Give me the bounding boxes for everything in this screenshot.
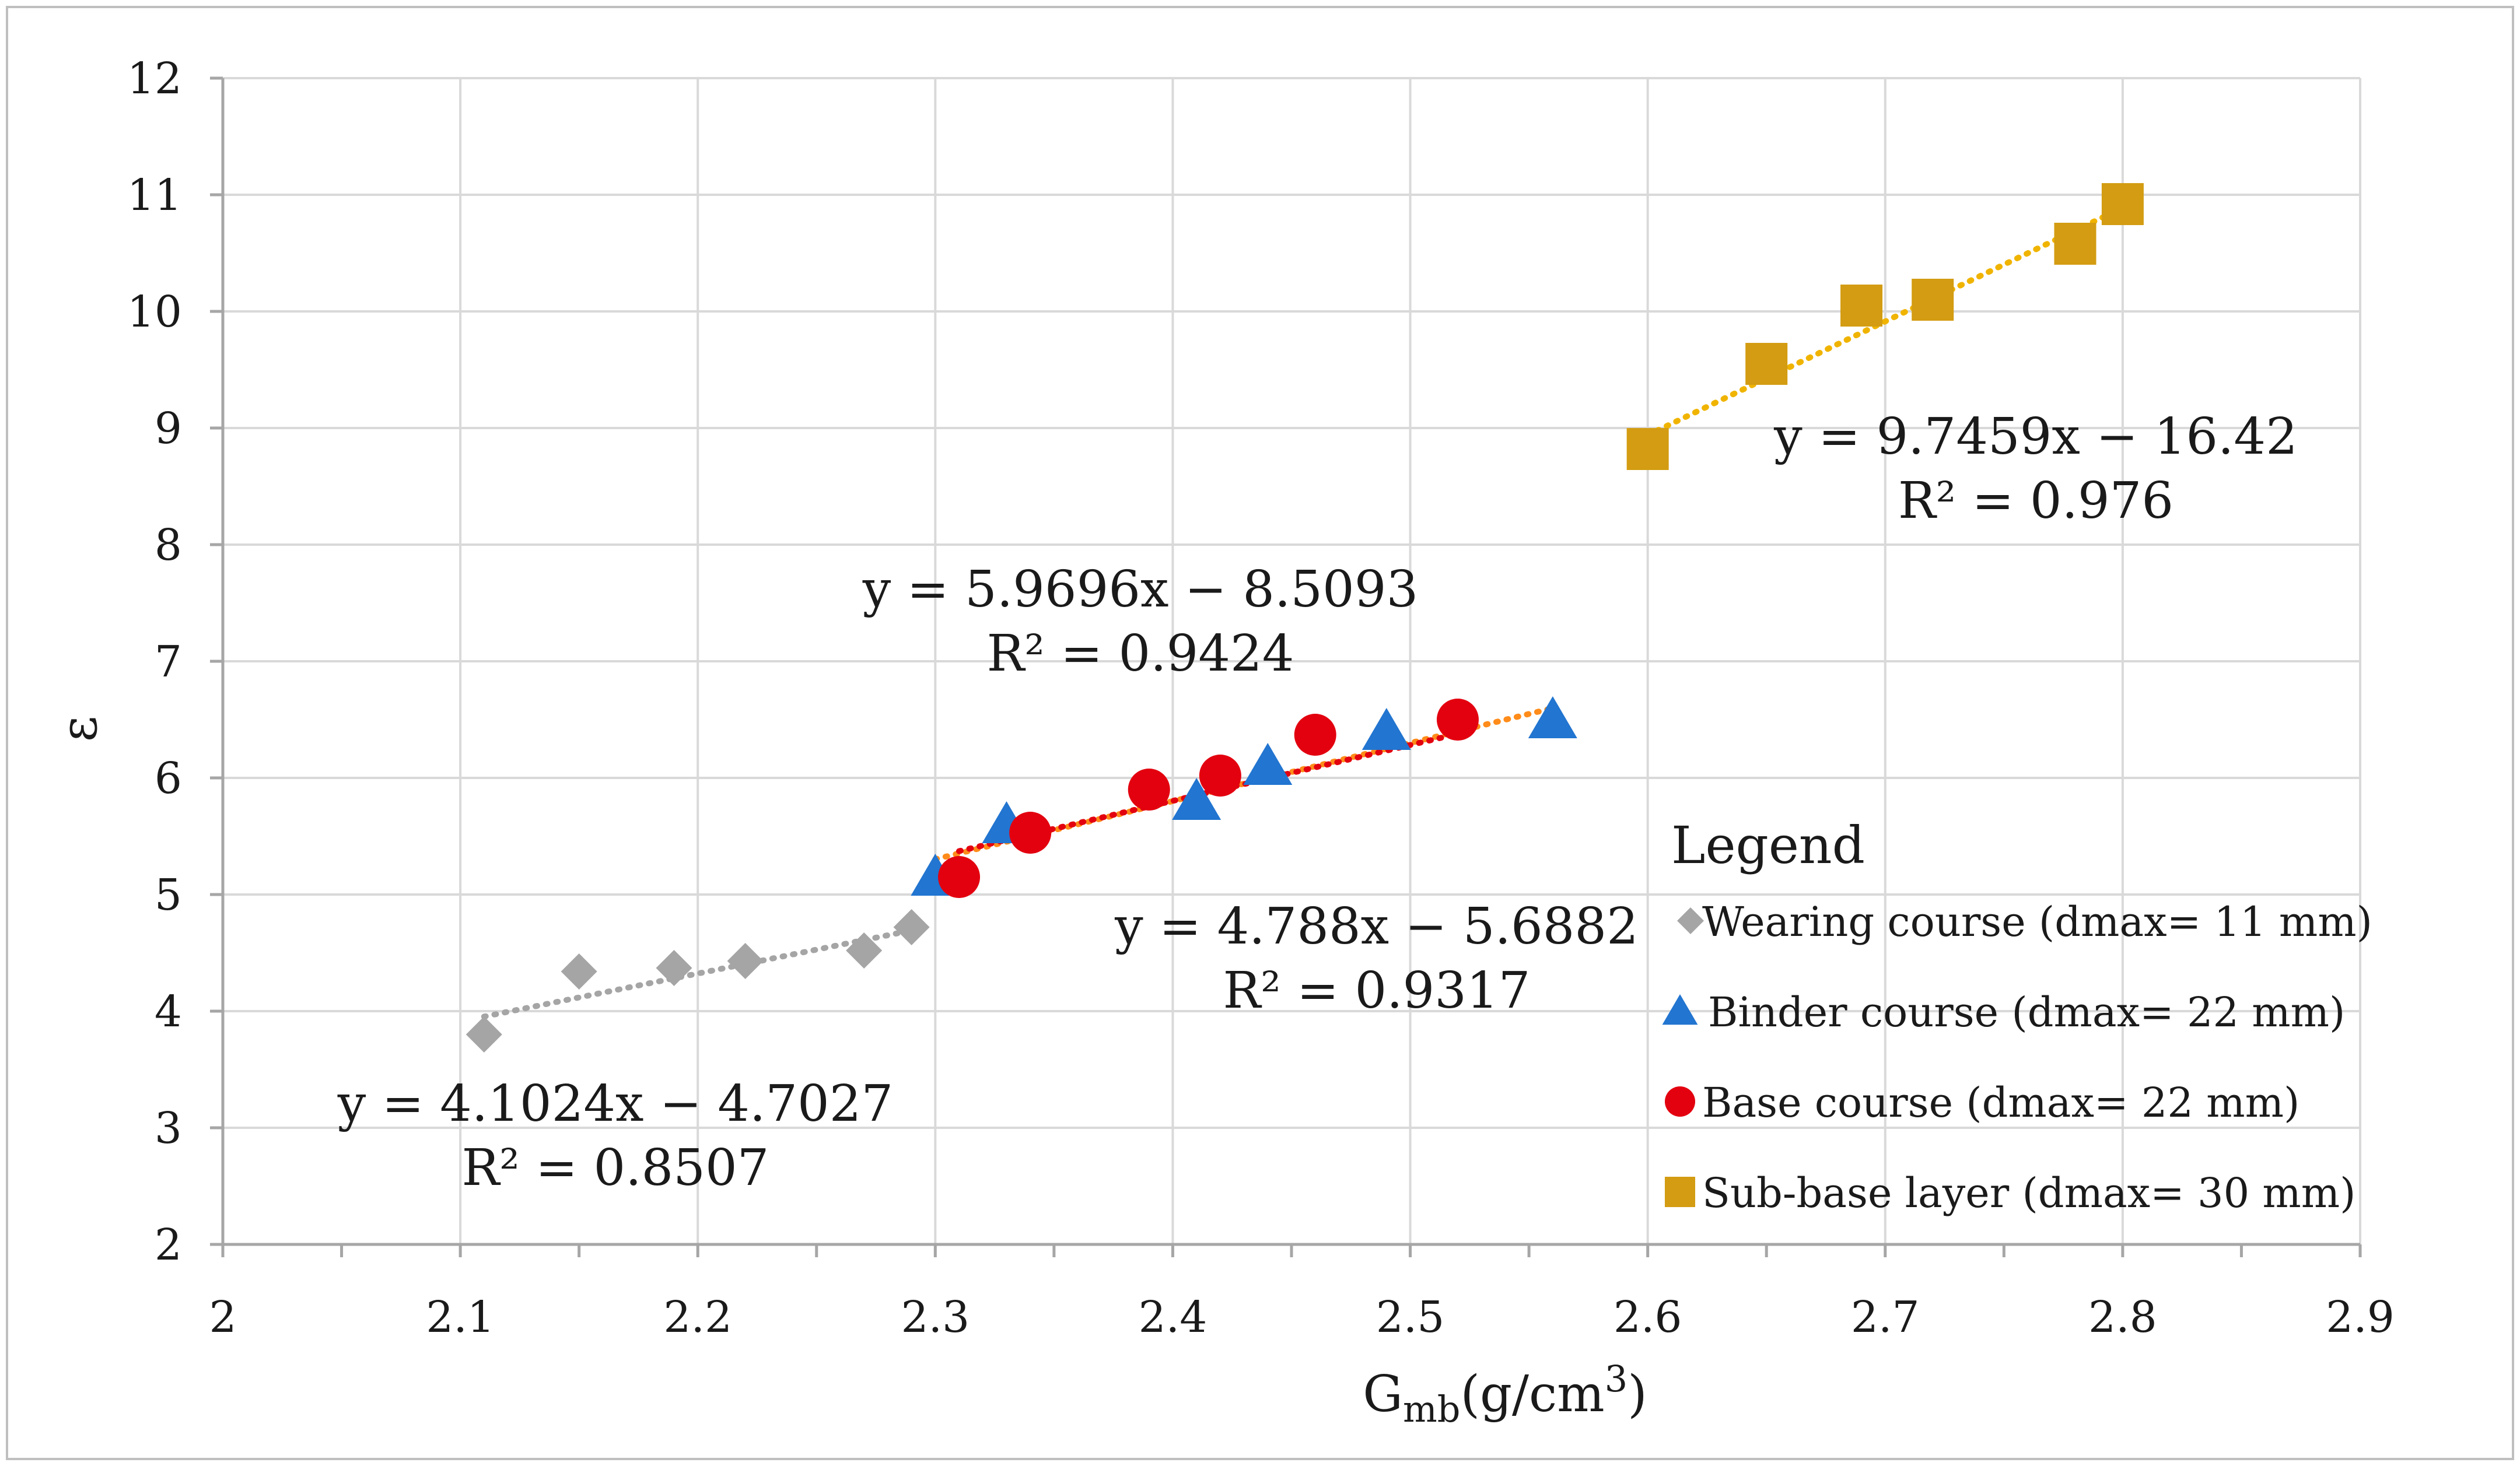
- legend-marker-0: [1677, 907, 1704, 934]
- y-tick-label: 7: [155, 637, 182, 687]
- x-axis-title-unit-close: ): [1628, 1365, 1647, 1423]
- x-axis-title: Gmb(g/cm3): [1363, 1358, 1647, 1430]
- trendline-equation: y = 9.7459x − 16.42: [1773, 408, 2298, 466]
- y-tick-label: 5: [155, 870, 182, 920]
- data-point-series-0: [727, 943, 764, 979]
- y-tick-label: 2: [155, 1220, 182, 1270]
- data-point-series-3: [1840, 285, 1883, 327]
- data-point-series-3: [2101, 183, 2144, 225]
- y-tick-label: 8: [155, 520, 182, 570]
- data-point-series-2: [1199, 755, 1241, 797]
- x-axis-title-main: G: [1363, 1365, 1403, 1423]
- data-point-series-3: [1626, 428, 1669, 470]
- data-point-series-0: [656, 950, 692, 986]
- legend-marker-1: [1662, 994, 1698, 1025]
- x-tick-label: 2.4: [1139, 1292, 1208, 1342]
- trendline-r-squared: R² = 0.8507: [462, 1139, 769, 1197]
- y-tick-label: 11: [127, 170, 182, 220]
- x-tick-label: 2.1: [426, 1292, 495, 1342]
- data-point-series-3: [1912, 279, 1954, 321]
- x-tick-label: 2.6: [1614, 1292, 1682, 1342]
- x-axis-title-superscript: 3: [1605, 1358, 1628, 1400]
- legend-entry-label: Wearing course (dmax= 11 mm): [1702, 898, 2372, 946]
- x-tick-label: 2.8: [2088, 1292, 2157, 1342]
- data-points: [466, 183, 2144, 1053]
- data-point-series-3: [2054, 223, 2096, 265]
- x-tick-label: 2.3: [901, 1292, 970, 1342]
- y-tick-label: 10: [127, 287, 182, 337]
- x-tick-label: 2.2: [663, 1292, 732, 1342]
- data-point-series-0: [846, 932, 883, 969]
- gridlines: [223, 77, 2361, 1244]
- trendline-r-squared: R² = 0.976: [1898, 472, 2174, 530]
- x-tick-label: 2: [209, 1292, 236, 1342]
- data-point-series-1: [1362, 708, 1411, 750]
- data-point-series-1: [1528, 696, 1577, 738]
- trendline-series-0: [481, 927, 915, 1020]
- legend-marker-2: [1665, 1086, 1695, 1117]
- x-tick-label: 2.7: [1851, 1292, 1920, 1342]
- trendline-equation: y = 4.1024x − 4.7027: [337, 1075, 893, 1133]
- x-axis-title-subscript: mb: [1403, 1388, 1460, 1430]
- data-point-series-1: [1243, 743, 1293, 785]
- legend-title: Legend: [1671, 815, 1865, 875]
- trendline-r-squared: R² = 0.9317: [1223, 962, 1531, 1020]
- data-point-series-2: [938, 856, 981, 898]
- legend-entry-label: Base course (dmax= 22 mm): [1702, 1079, 2300, 1127]
- trendline-series-3: [1644, 205, 2126, 439]
- data-point-series-1: [1172, 778, 1222, 820]
- data-point-series-2: [1294, 714, 1336, 756]
- data-point-series-2: [1009, 812, 1052, 854]
- y-tick-label: 3: [155, 1103, 182, 1153]
- axes: [210, 76, 2362, 1257]
- x-tick-label: 2.5: [1376, 1292, 1445, 1342]
- data-point-series-3: [1745, 343, 1788, 385]
- data-point-series-0: [466, 1016, 502, 1053]
- y-tick-label: 6: [155, 753, 182, 804]
- data-point-series-0: [561, 953, 597, 990]
- y-tick-label: 4: [155, 987, 182, 1037]
- data-point-series-2: [1436, 699, 1479, 741]
- y-axis-title: ε: [50, 716, 108, 742]
- tick-labels: 2 2.1 2.2 2.3 2.4 2.5 2.6 2.7 2.8 2.9 2 3 4 5 6 7 8 9 10 11…: [127, 54, 2395, 1342]
- trendline-r-squared: R² = 0.9424: [987, 625, 1294, 683]
- legend: Legend Wearing course (dmax= 11 mm) Binde…: [1662, 815, 2372, 1217]
- legend-entry-label: Binder course (dmax= 22 mm): [1708, 988, 2345, 1036]
- trendline-equation: y = 4.788x − 5.6882: [1114, 897, 1639, 956]
- legend-entry-label: Sub-base layer (dmax= 30 mm): [1702, 1169, 2356, 1217]
- data-point-series-0: [893, 909, 930, 945]
- trendline-equation: y = 5.9696x − 8.5093: [862, 560, 1418, 619]
- legend-marker-3: [1665, 1177, 1695, 1207]
- chart-border: [6, 6, 2514, 1460]
- trendline-equations: y = 4.1024x − 4.7027 R² = 0.8507 y = 5.969…: [337, 408, 2298, 1197]
- x-axis-title-unit: (g/cm: [1460, 1365, 1604, 1423]
- data-point-series-2: [1128, 769, 1170, 811]
- y-tick-label: 9: [155, 404, 182, 454]
- y-tick-label: 12: [127, 54, 182, 104]
- x-tick-label: 2.9: [2326, 1292, 2395, 1342]
